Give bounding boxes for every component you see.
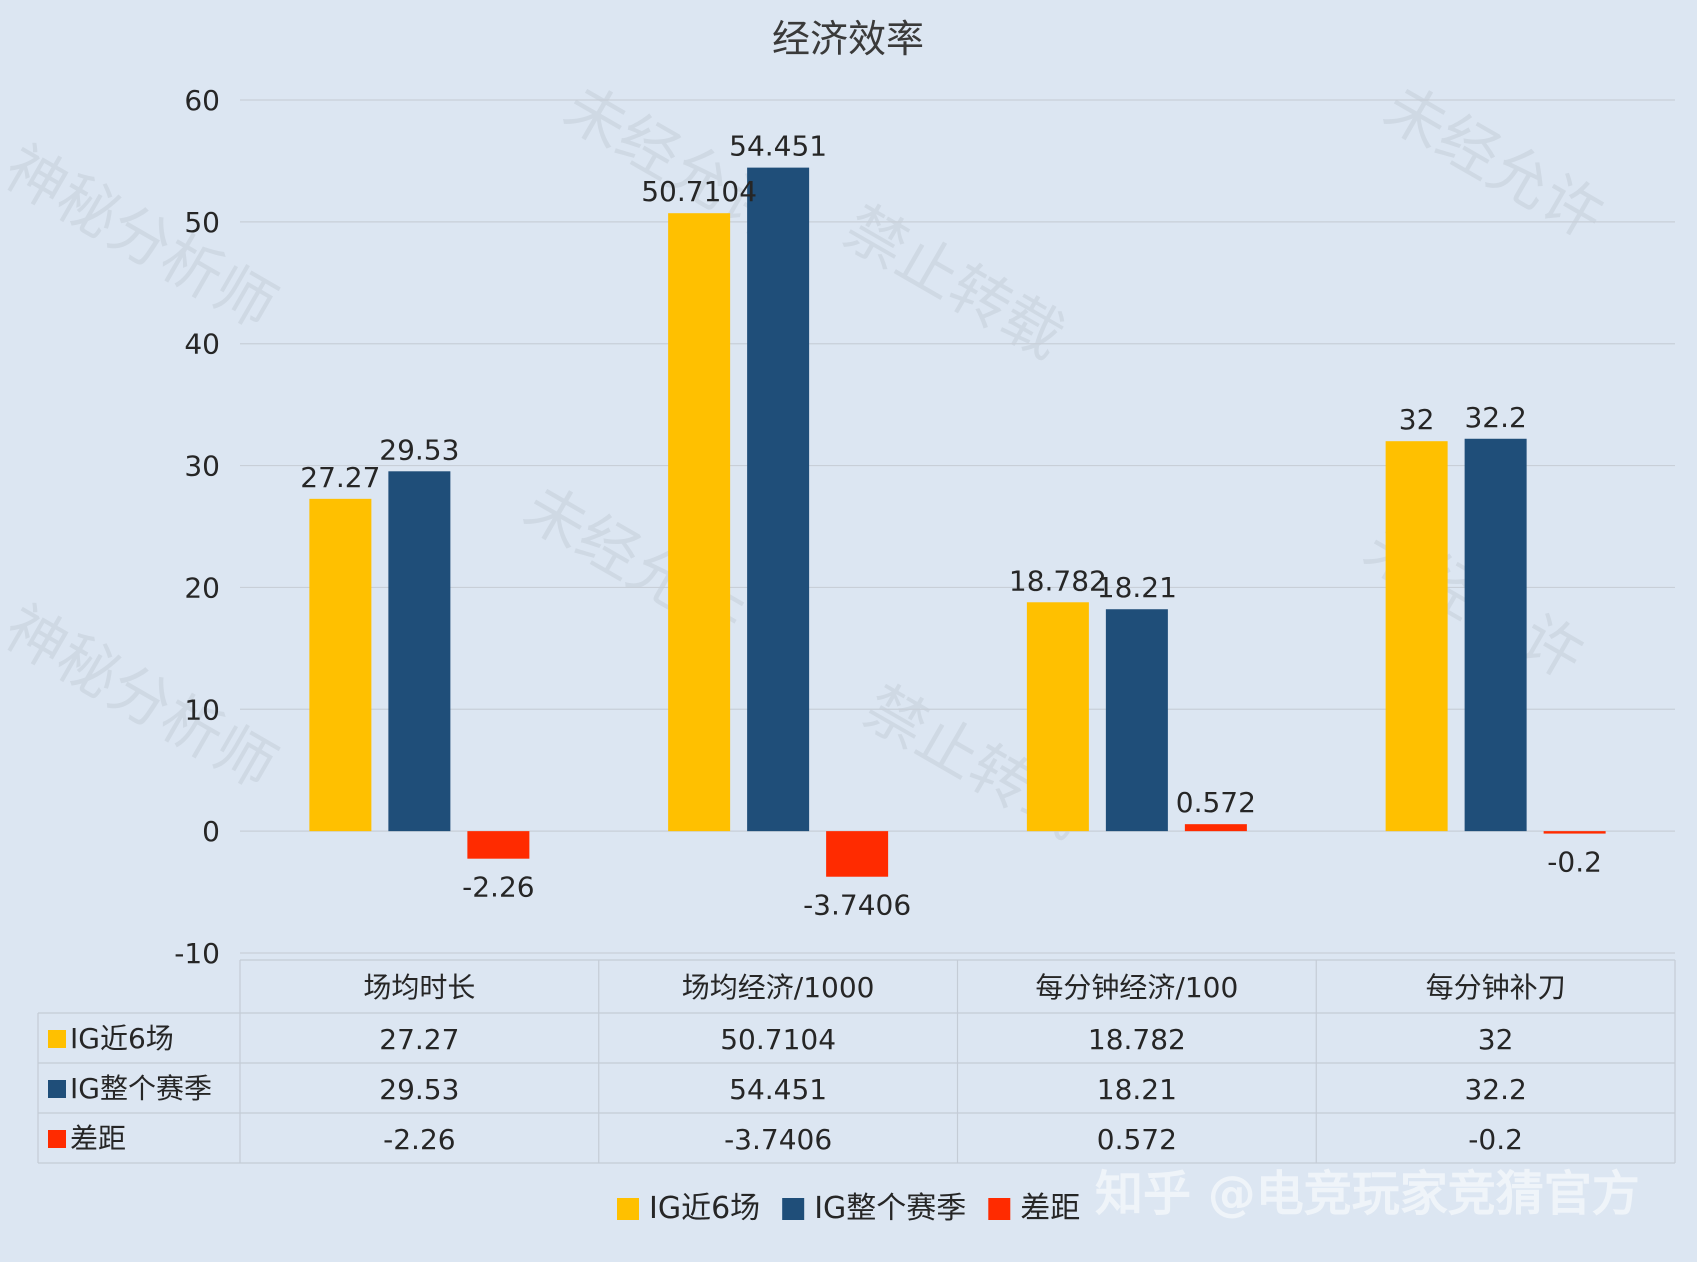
legend: IG近6场 IG整个赛季 差距: [617, 1191, 1080, 1226]
table-cell: 32: [1478, 1023, 1514, 1056]
data-label: 27.27: [300, 461, 380, 494]
bar: [467, 831, 530, 859]
table-header-cell: 每分钟经济/100: [1035, 971, 1238, 1004]
y-tick-label: 0: [202, 815, 220, 848]
y-tick-label: -10: [174, 937, 220, 970]
data-table: 场均时长 场均经济/1000 每分钟经济/100 每分钟补刀 IG近6场 27.27 50.…: [37, 959, 1676, 1164]
bar: [1385, 441, 1448, 832]
data-label: -2.26: [462, 871, 534, 904]
bar: [388, 471, 451, 832]
table-header-cell: 场均经济/1000: [682, 971, 875, 1004]
table-cell: 18.21: [1097, 1073, 1177, 1106]
y-tick-label: 20: [184, 571, 220, 604]
table-row-header: IG近6场: [70, 1022, 174, 1055]
legend-key-swatch: [48, 1130, 66, 1148]
data-label: 29.53: [379, 433, 459, 466]
data-label: 0.572: [1176, 786, 1256, 819]
bar: [1026, 602, 1089, 832]
y-tick-label: 30: [184, 450, 220, 483]
legend-label: IG近6场: [649, 1191, 760, 1226]
svg-text:神秘分析师: 神秘分析师: [0, 132, 287, 343]
table-cell: 0.572: [1097, 1123, 1177, 1156]
legend-swatch: [782, 1198, 805, 1220]
bar: [1105, 609, 1168, 832]
data-label: 32.2: [1464, 401, 1526, 434]
data-label: -0.2: [1547, 846, 1602, 879]
table-row-header: 差距: [70, 1122, 126, 1155]
table-cell: 50.7104: [720, 1023, 836, 1056]
svg-text:禁止转载: 禁止转载: [833, 192, 1076, 373]
legend-key-swatch: [48, 1080, 66, 1098]
table-header-cell: 场均时长: [363, 971, 475, 1004]
svg-text:神秘分析师: 神秘分析师: [0, 592, 287, 803]
legend-label: 差距: [1020, 1191, 1080, 1226]
table-cell: 27.27: [379, 1023, 459, 1056]
legend-key-swatch: [48, 1030, 66, 1048]
footer-watermark: 知乎 @电竞玩家竞猜官方: [1095, 1166, 1640, 1222]
bar: [1543, 831, 1606, 834]
bar: [1184, 824, 1247, 832]
table-cell: -2.26: [383, 1123, 455, 1156]
y-tick-label: 40: [184, 328, 220, 361]
chart-title: 经济效率: [772, 17, 924, 61]
y-tick-label: 50: [184, 206, 220, 239]
data-label: 50.7104: [641, 175, 757, 208]
table-cell: 54.451: [729, 1073, 827, 1106]
data-label: 32: [1399, 403, 1435, 436]
table-header-cell: 每分钟补刀: [1426, 971, 1566, 1004]
legend-label: IG整个赛季: [814, 1191, 966, 1226]
table-cell: 32.2: [1464, 1073, 1526, 1106]
bar: [747, 167, 810, 832]
table-cell: -3.7406: [724, 1123, 832, 1156]
bar: [1464, 438, 1527, 832]
table-row-header: IG整个赛季: [70, 1072, 212, 1105]
y-tick-label: 10: [184, 693, 220, 726]
bar: [826, 831, 889, 877]
legend-swatch: [617, 1198, 639, 1220]
bar: [668, 213, 731, 832]
gridlines: [240, 99, 1675, 954]
legend-swatch: [988, 1198, 1011, 1220]
data-label: 18.21: [1097, 571, 1177, 604]
table-cell: 18.782: [1088, 1023, 1186, 1056]
y-axis-ticks: 60 50 40 30 20 10 0 -10: [174, 84, 220, 970]
table-cell: -0.2: [1468, 1123, 1523, 1156]
data-label: 54.451: [729, 130, 827, 163]
data-label: -3.7406: [803, 889, 911, 922]
bar: [309, 498, 372, 832]
bars: [309, 167, 1606, 877]
table-cell: 29.53: [379, 1073, 459, 1106]
y-tick-label: 60: [184, 84, 220, 117]
data-label: 18.782: [1009, 564, 1107, 597]
